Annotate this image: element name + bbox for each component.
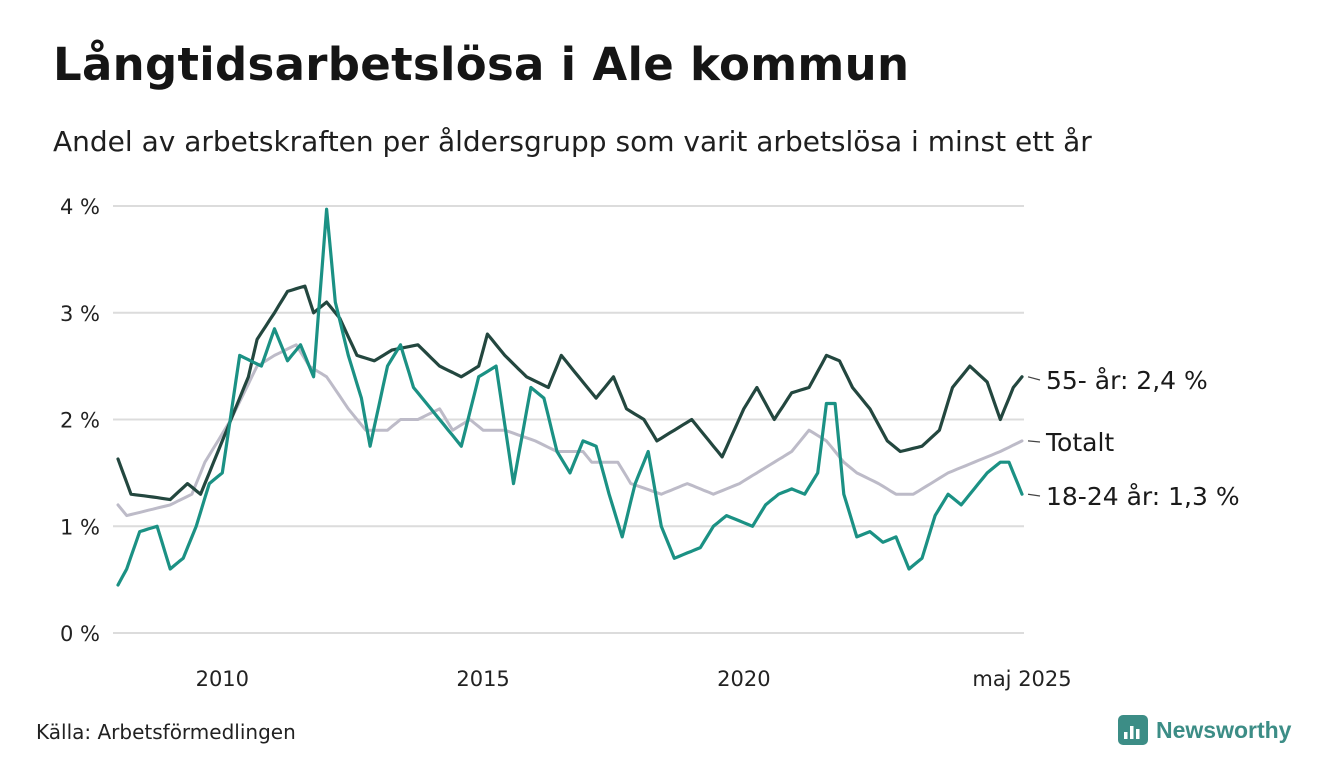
x-tick-label: 2015 (456, 667, 509, 691)
y-tick-label: 2 % (60, 409, 100, 433)
x-tick-label: 2020 (717, 667, 770, 691)
y-tick-label: 4 % (60, 195, 100, 219)
x-tick-label: maj 2025 (972, 667, 1071, 691)
end-label-leader (1027, 493, 1041, 497)
series-line-s55 (116, 284, 1024, 502)
end-label-leader (1027, 440, 1041, 443)
end-label-s55: 55- år: 2,4 % (1046, 366, 1208, 395)
brand-name: Newsworthy (1156, 716, 1292, 743)
end-label-total: Totalt (1045, 428, 1114, 457)
series-line-youth (116, 207, 1024, 587)
source-note: Källa: Arbetsförmedlingen (36, 720, 296, 744)
line-chart: 0 % 1 % 2 % 3 % 4 % 2010 2015 2020 maj 2025 Total… (60, 195, 1240, 691)
x-tick-label: 2010 (196, 667, 249, 691)
chart-subtitle: Andel av arbetskraften per åldersgrupp s… (53, 125, 1092, 158)
end-label-leader (1027, 376, 1041, 381)
brand-logo[interactable]: Newsworthy (1118, 714, 1291, 746)
series-line-total (116, 343, 1024, 518)
y-tick-label: 3 % (60, 302, 100, 326)
chart-title: Långtidsarbetslösa i Ale kommun (53, 38, 910, 91)
y-tick-label: 1 % (60, 515, 100, 539)
newsworthy-logo-icon (1118, 715, 1148, 745)
y-tick-label: 0 % (60, 622, 100, 646)
end-label-youth: 18-24 år: 1,3 % (1046, 482, 1240, 511)
